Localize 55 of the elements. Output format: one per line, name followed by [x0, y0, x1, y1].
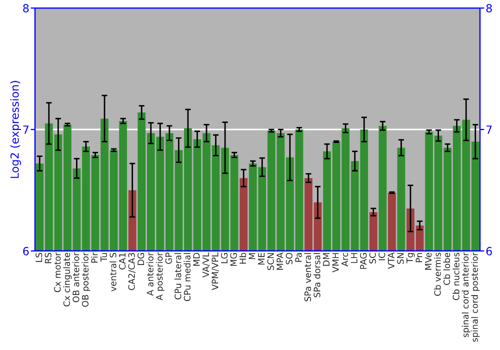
x-tick-label: VMH — [332, 253, 339, 272]
x-tick-label: Tg — [406, 253, 415, 264]
x-tick-label: ventral S — [110, 252, 116, 292]
x-tick-label: Pn — [416, 253, 422, 262]
x-tick-label: Cx motor — [54, 252, 61, 292]
x-tick-label: MPA — [276, 252, 284, 270]
x-tick-label: SN — [397, 253, 404, 264]
x-tick-label: Hb — [239, 252, 246, 264]
x-tick-label: A posterior — [156, 252, 164, 300]
x-tick-label: SPa dorsal — [314, 253, 320, 298]
x-tick-label: Cb nucleus — [452, 252, 460, 300]
y-tick-label: 6 — [23, 246, 29, 256]
x-tick-label: Pir — [91, 252, 98, 263]
x-tick-label: MG — [230, 253, 237, 266]
x-tick-label: Tu — [100, 253, 108, 262]
x-tick-label: LH — [350, 253, 358, 263]
x-tick-label: VA/VL — [202, 252, 210, 278]
x-tick-label: PAG — [360, 253, 367, 269]
x-tick-label: VPM/VPL — [212, 252, 220, 290]
x-tick-label: RS — [44, 252, 52, 264]
x-tick-label: IC — [378, 252, 386, 260]
x-tick-label: CPu lateral — [174, 253, 182, 300]
x-tick-label: CA1 — [118, 253, 126, 270]
x-tick-label: SC — [369, 252, 376, 264]
x-tick-label: DG — [138, 253, 144, 265]
y-tick-label: 8 — [23, 4, 29, 12]
x-tick-label: Cb vermis — [434, 252, 441, 296]
x-tick-label: Cx cingulate — [63, 252, 72, 306]
x-tick-label: SCN — [267, 253, 274, 270]
x-tick-label: LG — [220, 253, 228, 264]
y2-tick-label: 8 — [486, 4, 492, 12]
x-tick-label: spinal cord anterior — [462, 252, 470, 338]
x-tick-label: CA2/CA3 — [128, 253, 136, 290]
x-tick-label: A anterior — [146, 252, 154, 296]
x-tick-label: MVe — [425, 252, 432, 270]
x-tick-label: ME — [258, 252, 265, 265]
x-tick-label: MD — [193, 252, 200, 266]
x-tick-label: SO — [286, 252, 292, 264]
x-tick-label: Pa — [295, 253, 302, 262]
y2-tick-label: 7 — [486, 126, 492, 134]
x-tick-label: spinal cord posterior — [471, 252, 480, 342]
x-tick-label: CPu medial — [184, 253, 191, 302]
x-tick-label: OB posterior — [82, 252, 90, 307]
x-tick-label: Cb lobe — [443, 252, 450, 286]
y-axis-title: Log2 (expression) — [10, 80, 21, 178]
x-tick-label: M — [248, 253, 256, 260]
x-tick-label: DM — [323, 253, 330, 266]
y-tick-label: 7 — [23, 126, 28, 134]
y2-tick-label: 6 — [486, 246, 492, 256]
x-tick-label: OB anterior — [72, 252, 80, 302]
x-tick-label: Arc — [342, 252, 348, 266]
x-tick-label: VTA — [388, 252, 394, 269]
x-tick-label: LS — [36, 252, 42, 262]
x-tick-label: SPa ventral — [304, 253, 312, 302]
x-tick-label: GP — [165, 252, 172, 264]
